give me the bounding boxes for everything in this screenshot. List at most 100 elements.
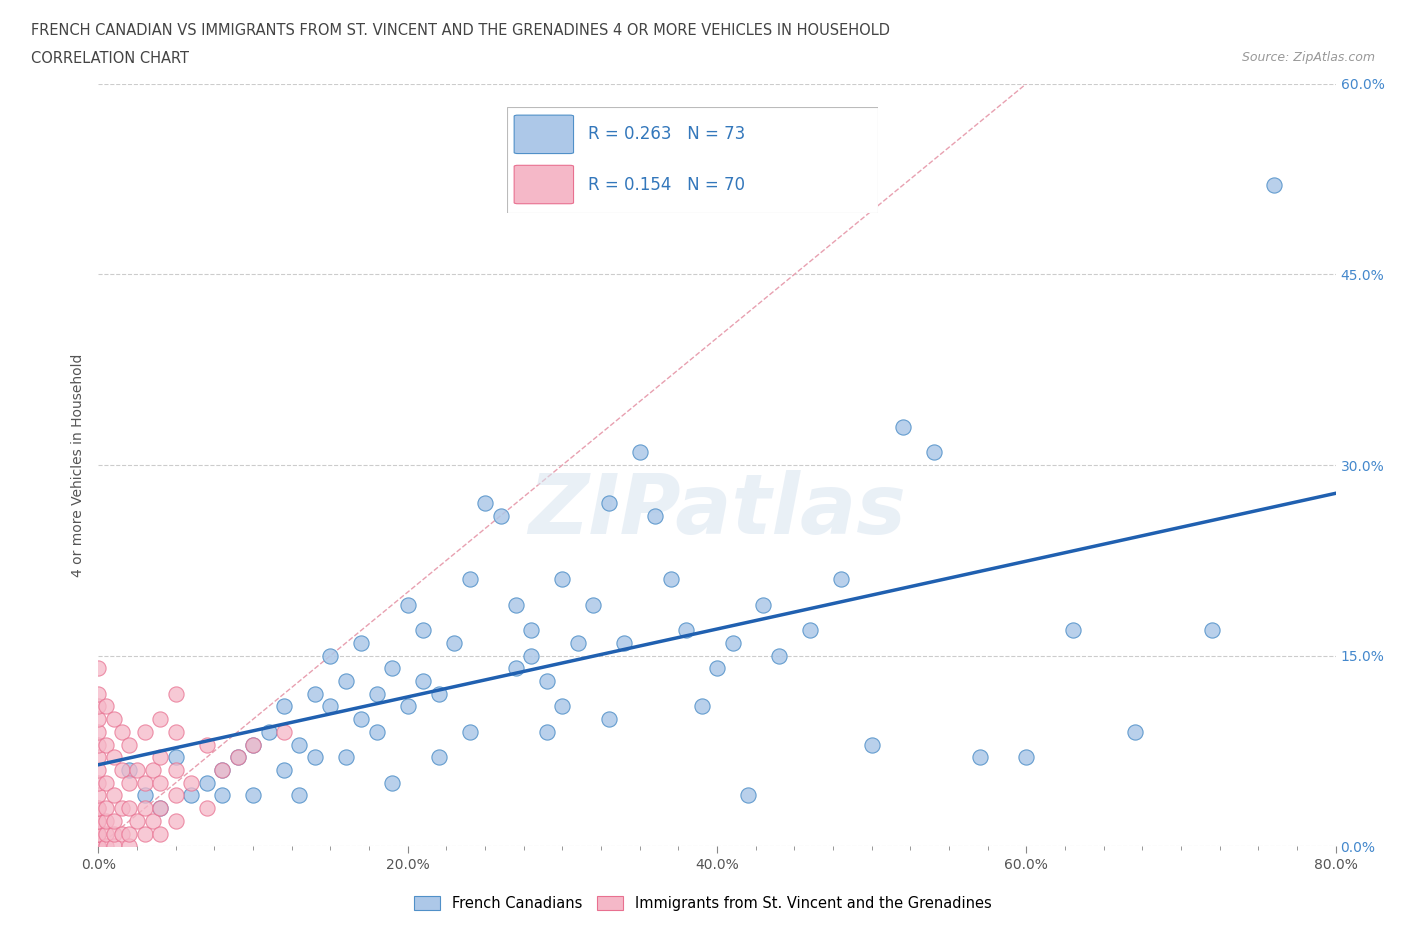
Point <box>226 750 249 764</box>
Point <box>1062 623 1084 638</box>
Point <box>350 711 373 726</box>
Point <box>195 776 218 790</box>
Point <box>149 801 172 816</box>
Point <box>87 801 110 816</box>
Point <box>366 686 388 701</box>
Point <box>118 737 141 752</box>
Point <box>737 788 759 803</box>
Point <box>412 673 434 688</box>
Point <box>195 801 218 816</box>
Point <box>103 839 125 854</box>
Point <box>111 801 134 816</box>
Point <box>103 750 125 764</box>
Point <box>103 826 125 841</box>
Point <box>350 635 373 650</box>
Point <box>165 750 187 764</box>
Point <box>799 623 821 638</box>
Text: CORRELATION CHART: CORRELATION CHART <box>31 51 188 66</box>
Point <box>319 699 342 714</box>
Point <box>211 788 233 803</box>
Point <box>288 737 311 752</box>
Point <box>830 572 852 587</box>
Point <box>165 788 187 803</box>
Text: ZIPatlas: ZIPatlas <box>529 471 905 551</box>
Point <box>381 661 404 676</box>
Point <box>149 750 172 764</box>
Point <box>87 839 110 854</box>
Point <box>103 814 125 829</box>
Point <box>458 724 481 739</box>
Point <box>273 763 295 777</box>
Point <box>103 711 125 726</box>
Point <box>134 788 156 803</box>
Point <box>551 699 574 714</box>
Point <box>165 724 187 739</box>
Point <box>443 635 465 650</box>
Point <box>551 572 574 587</box>
Legend: French Canadians, Immigrants from St. Vincent and the Grenadines: French Canadians, Immigrants from St. Vi… <box>406 888 1000 918</box>
Point <box>87 686 110 701</box>
Point <box>87 763 110 777</box>
Point <box>149 801 172 816</box>
Point <box>412 623 434 638</box>
Point <box>520 623 543 638</box>
Point <box>87 826 110 841</box>
Point <box>134 776 156 790</box>
Point <box>111 826 134 841</box>
Point <box>922 445 945 459</box>
Point <box>319 648 342 663</box>
Point <box>381 776 404 790</box>
Point <box>149 711 172 726</box>
Y-axis label: 4 or more Vehicles in Household: 4 or more Vehicles in Household <box>72 353 86 577</box>
Point <box>118 763 141 777</box>
Point <box>273 724 295 739</box>
Point <box>87 788 110 803</box>
Point <box>87 814 110 829</box>
Point <box>1015 750 1038 764</box>
Point <box>165 814 187 829</box>
Point <box>721 635 744 650</box>
Point <box>96 826 118 841</box>
Point <box>87 826 110 841</box>
Point <box>613 635 636 650</box>
Point <box>675 623 697 638</box>
Point <box>103 788 125 803</box>
Point <box>165 763 187 777</box>
Point <box>304 686 326 701</box>
Point <box>96 699 118 714</box>
Point <box>96 801 118 816</box>
Point <box>111 763 134 777</box>
Point <box>242 737 264 752</box>
Point <box>335 750 357 764</box>
Point <box>706 661 728 676</box>
Point <box>273 699 295 714</box>
Point <box>134 826 156 841</box>
Point <box>628 445 651 459</box>
Point <box>134 801 156 816</box>
Text: FRENCH CANADIAN VS IMMIGRANTS FROM ST. VINCENT AND THE GRENADINES 4 OR MORE VEHI: FRENCH CANADIAN VS IMMIGRANTS FROM ST. V… <box>31 23 890 38</box>
Point <box>87 839 110 854</box>
Point <box>87 737 110 752</box>
Point <box>165 686 187 701</box>
Point <box>505 597 527 612</box>
Point <box>567 635 589 650</box>
Point <box>87 711 110 726</box>
Point <box>180 776 202 790</box>
Point <box>582 597 605 612</box>
Point <box>396 597 419 612</box>
Point <box>242 737 264 752</box>
Point <box>969 750 991 764</box>
Point <box>659 572 682 587</box>
Point <box>87 839 110 854</box>
Point <box>690 699 713 714</box>
Point <box>149 826 172 841</box>
Point <box>111 724 134 739</box>
Point <box>96 776 118 790</box>
Point <box>396 699 419 714</box>
Point <box>1263 178 1285 193</box>
Point <box>598 711 620 726</box>
Point <box>118 826 141 841</box>
Point <box>257 724 280 739</box>
Point <box>1201 623 1223 638</box>
Point <box>536 724 558 739</box>
